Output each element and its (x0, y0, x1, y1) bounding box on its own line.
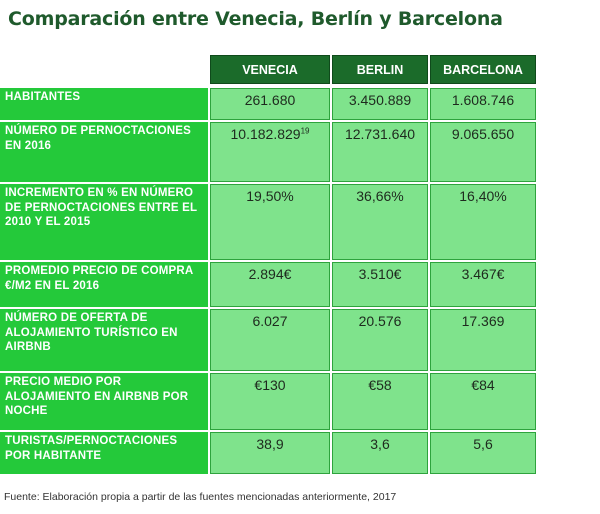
cell-berlin-precio-compra: 3.510€ (332, 262, 428, 307)
cell-barcelona-oferta-airbnb: 17.369 (430, 309, 536, 371)
cell-barcelona-incremento: 16,40% (430, 184, 536, 260)
row-label-precio-airbnb: PRECIO MEDIO POR ALOJAMIENTO EN AIRBNB P… (0, 373, 208, 430)
row-label-turistas: TURISTAS/PERNOCTACIONES POR HABITANTE (0, 432, 208, 474)
cell-venecia-precio-airbnb: €130 (210, 373, 330, 430)
cell-berlin-pernoctaciones: 12.731.640 (332, 122, 428, 182)
col-header-venecia: VENECIA (210, 55, 330, 84)
cell-venecia-pernoctaciones: 10.182.82919 (210, 122, 330, 182)
cell-venecia-habitantes: 261.680 (210, 88, 330, 120)
col-header-barcelona: BARCELONA (430, 55, 536, 84)
cell-berlin-habitantes: 3.450.889 (332, 88, 428, 120)
cell-berlin-turistas: 3,6 (332, 432, 428, 474)
footnote-marker: 19 (300, 126, 310, 136)
cell-barcelona-precio-compra: 3.467€ (430, 262, 536, 307)
row-label-habitantes: HABITANTES (0, 88, 208, 120)
cell-barcelona-turistas: 5,6 (430, 432, 536, 474)
cell-value: 10.182.829 (230, 126, 301, 142)
cell-venecia-turistas: 38,9 (210, 432, 330, 474)
row-label-oferta-airbnb: NÚMERO DE OFERTA DE ALOJAMIENTO TURÍSTIC… (0, 309, 208, 371)
col-header-berlin: BERLIN (332, 55, 428, 84)
row-label-pernoctaciones: NÚMERO DE PERNOCTACIONES EN 2016 (0, 122, 208, 182)
cell-venecia-oferta-airbnb: 6.027 (210, 309, 330, 371)
cell-berlin-oferta-airbnb: 20.576 (332, 309, 428, 371)
row-label-precio-compra: PROMEDIO PRECIO DE COMPRA €/M2 EN EL 201… (0, 262, 208, 307)
cell-berlin-incremento: 36,66% (332, 184, 428, 260)
source-note: Fuente: Elaboración propia a partir de l… (4, 491, 397, 503)
row-label-incremento: INCREMENTO EN % EN NÚMERO DE PERNOCTACIO… (0, 184, 208, 260)
cell-barcelona-precio-airbnb: €84 (430, 373, 536, 430)
cell-venecia-precio-compra: 2.894€ (210, 262, 330, 307)
cell-barcelona-habitantes: 1.608.746 (430, 88, 536, 120)
cell-barcelona-pernoctaciones: 9.065.650 (430, 122, 536, 182)
page-title: Comparación entre Venecia, Berlín y Barc… (8, 8, 503, 30)
cell-berlin-precio-airbnb: €58 (332, 373, 428, 430)
cell-venecia-incremento: 19,50% (210, 184, 330, 260)
